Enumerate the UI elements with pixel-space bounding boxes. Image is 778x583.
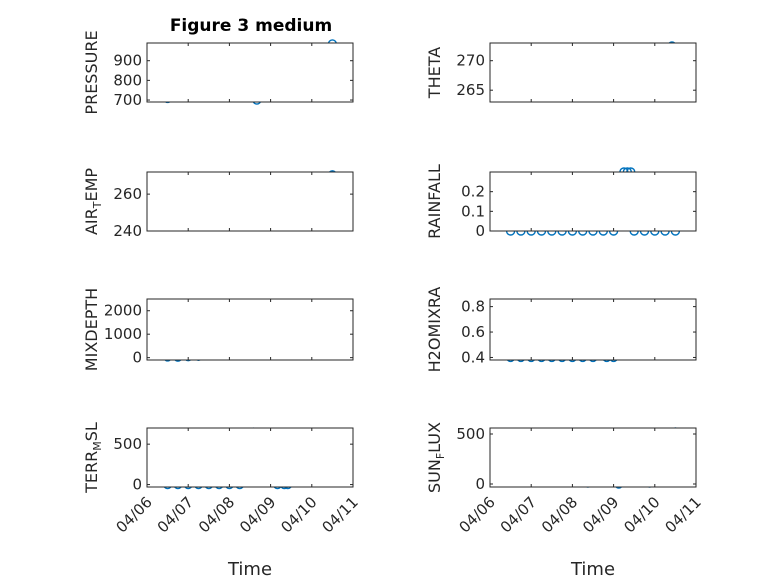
- y-tick-label: 265: [456, 81, 485, 99]
- axes-air-temp: 240 260 AIRTEMP: [82, 168, 354, 240]
- y-tick-label: 0.2: [461, 183, 485, 201]
- y-axis-label: AIRTEMP: [82, 168, 104, 235]
- x-axis-label: Time: [227, 559, 272, 580]
- y-axis-label: THETA: [425, 47, 444, 99]
- axes-h2omixra: 0.4 0.6 0.8 H2OMIXRA: [425, 287, 697, 373]
- axes-frame: [146, 171, 354, 232]
- y-tick-label: 500: [113, 435, 142, 453]
- axes-frame: [489, 171, 697, 232]
- y-tick-label: 0: [132, 349, 142, 367]
- y-tick-label: 0: [475, 222, 485, 240]
- axes-rainfall: 0 0.10.2 RAINFALL: [425, 164, 697, 240]
- y-axis-label: MIXDEPTH: [82, 288, 101, 371]
- y-axis-label: SUNFLUX: [425, 422, 447, 493]
- figure-title: Figure 3 medium: [170, 16, 332, 36]
- y-tick-label: 0.6: [461, 323, 485, 341]
- y-tick-label: 270: [456, 52, 485, 70]
- y-tick-label: 0.1: [461, 202, 485, 220]
- y-tick-label: 0: [475, 475, 485, 493]
- y-tick-label: 700: [113, 91, 142, 109]
- y-tick-label: 240: [113, 222, 142, 240]
- y-tick-label: 2000: [104, 302, 142, 320]
- y-tick-label: 0.8: [461, 298, 485, 316]
- y-axis-label: H2OMIXRA: [425, 287, 444, 373]
- y-tick-label: 1000: [104, 325, 142, 343]
- y-tick-label: 0: [132, 476, 142, 494]
- axes-frame: [489, 42, 697, 103]
- y-tick-label: 0.4: [461, 348, 485, 366]
- axes-frame: [146, 427, 354, 488]
- axes-frame: [489, 427, 697, 488]
- y-axis-label: TERRMSL: [82, 422, 104, 494]
- x-axis-label: Time: [570, 559, 615, 580]
- y-tick-label: 500: [456, 425, 485, 443]
- y-axis-label: RAINFALL: [425, 164, 444, 239]
- y-tick-label: 800: [113, 71, 142, 89]
- axes-frame: [146, 42, 354, 103]
- axes-theta: 265 270 THETA: [425, 41, 697, 103]
- axes-frame: [489, 298, 697, 361]
- y-tick-label: 260: [113, 185, 142, 203]
- y-axis-label: PRESSURE: [82, 30, 101, 114]
- axes-frame: [146, 298, 354, 361]
- y-tick-label: 900: [113, 52, 142, 70]
